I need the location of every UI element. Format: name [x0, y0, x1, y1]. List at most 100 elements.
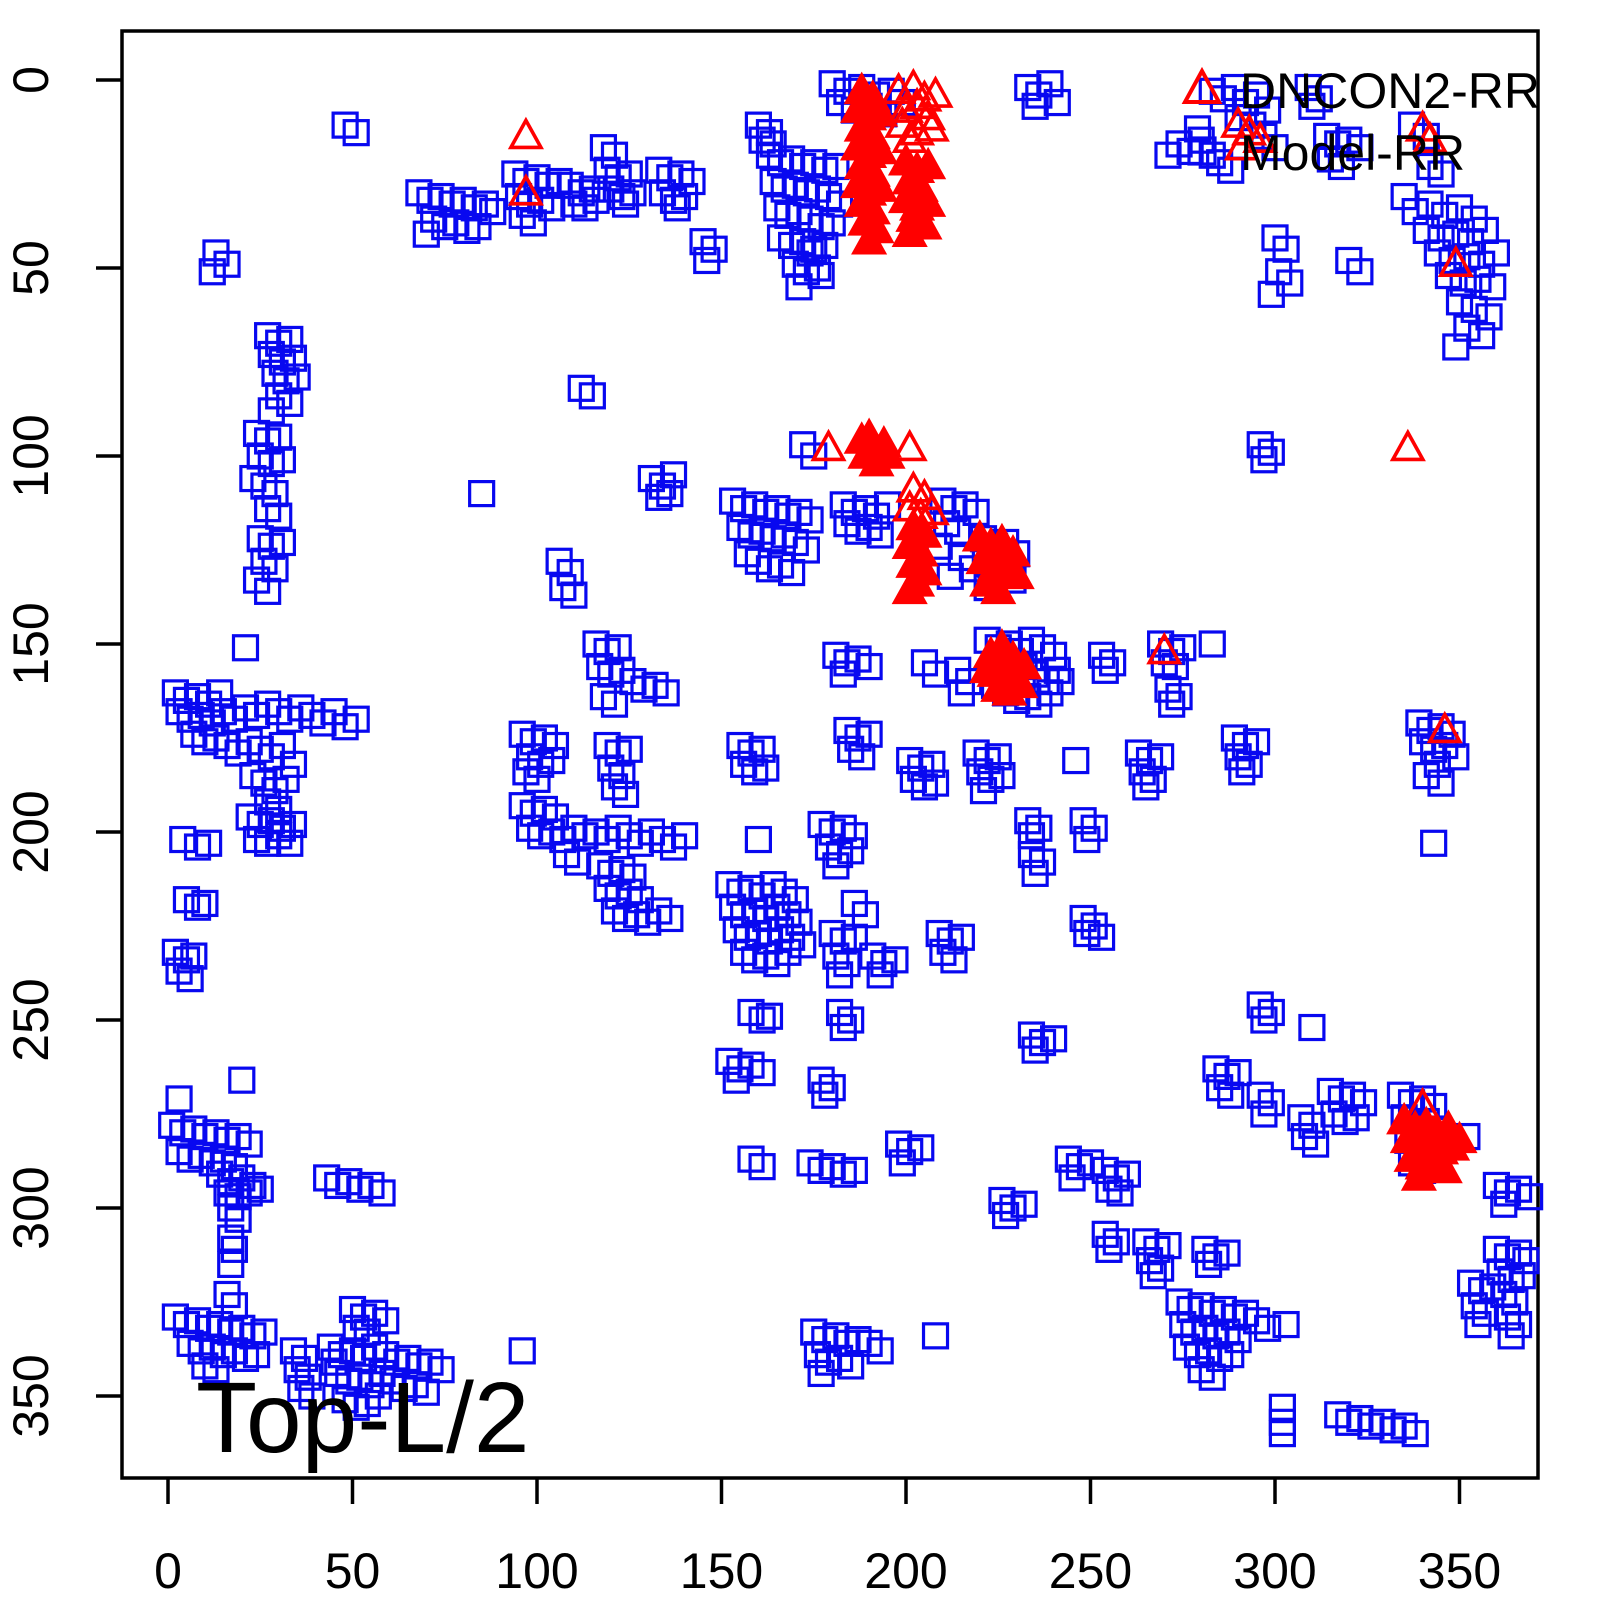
dncon2-rr-triangle-marker: [810, 428, 847, 462]
model-rr-square-marker: [1158, 690, 1186, 718]
model-rr-square-marker: [538, 746, 566, 775]
model-rr-square-marker: [722, 1066, 750, 1094]
model-rr-square-marker: [412, 220, 440, 248]
model-rr-square-marker: [944, 517, 972, 545]
model-rr-square-marker: [1250, 1100, 1278, 1128]
model-rr-square-marker: [1512, 1247, 1540, 1275]
model-rr-square-marker: [837, 1006, 865, 1034]
model-rr-square-marker: [670, 822, 699, 850]
model-rr-square-marker: [368, 1179, 396, 1207]
model-rr-square-marker: [1401, 1419, 1429, 1448]
model-rr-square-marker: [1250, 1006, 1278, 1034]
x-tick-label: 350: [1418, 1543, 1501, 1599]
model-rr-square-marker: [848, 743, 876, 771]
model-rr-points: [158, 70, 1544, 1448]
model-rr-square-marker: [254, 577, 282, 605]
model-rr-square-marker: [1272, 1310, 1300, 1339]
model-rr-square-marker: [866, 961, 894, 989]
model-rr-square-marker: [940, 946, 968, 974]
y-tick-label: 200: [3, 790, 59, 873]
model-rr-square-marker: [659, 461, 688, 489]
model-rr-square-marker: [479, 198, 507, 226]
model-rr-square-marker: [220, 1235, 249, 1263]
model-rr-square-marker: [829, 1013, 857, 1042]
model-rr-square-marker: [1468, 322, 1496, 350]
model-rr-square-marker: [1327, 152, 1356, 181]
model-rr-square-marker: [1449, 269, 1477, 297]
model-rr-square-marker: [353, 1318, 381, 1346]
model-rr-square-marker: [785, 273, 813, 301]
model-rr-square-marker: [1464, 1310, 1492, 1339]
model-rr-square-marker: [611, 780, 640, 809]
plot-box: [120, 29, 1540, 1480]
dncon2-rr-triangle-marker: [969, 650, 1006, 684]
model-rr-square-marker: [242, 1341, 271, 1369]
x-tick-label: 150: [680, 1543, 763, 1599]
dncon2-rr-triangle-marker: [880, 71, 917, 105]
model-rr-square-marker: [778, 558, 806, 587]
model-rr-square-marker: [1346, 134, 1374, 162]
legend-label-model-rr: Model-RR: [1240, 125, 1466, 181]
y-tick-label: 250: [3, 978, 59, 1061]
model-rr-square-marker: [412, 1378, 440, 1406]
model-rr-square-marker: [748, 1059, 776, 1087]
model-rr-square-marker: [342, 119, 370, 147]
model-rr-square-marker: [165, 1085, 193, 1113]
model-rr-square-marker: [1298, 92, 1326, 120]
model-rr-square-marker: [169, 825, 197, 854]
dncon2-rr-triangle-marker: [851, 221, 888, 255]
model-rr-square-marker: [881, 946, 909, 974]
dncon2-rr-triangle-marker: [891, 571, 928, 605]
model-rr-square-marker: [1254, 1314, 1282, 1342]
model-rr-square-marker: [1261, 134, 1289, 162]
model-rr-square-marker: [837, 1352, 865, 1380]
y-tick-label: 350: [3, 1354, 59, 1437]
y-tick-label: 150: [3, 602, 59, 685]
model-rr-square-marker: [873, 491, 902, 519]
model-rr-square-marker: [1427, 769, 1455, 797]
model-rr-square-marker: [1342, 1104, 1370, 1132]
model-rr-square-marker: [1043, 88, 1071, 117]
model-rr-square-marker: [541, 731, 570, 760]
model-rr-square-marker: [1508, 1262, 1536, 1290]
model-rr-square-marker: [468, 480, 496, 508]
legend: [1181, 66, 1223, 166]
model-rr-square-marker: [1198, 141, 1226, 169]
legend-label-dncon2-rr: DNCON2-RR: [1240, 63, 1540, 119]
model-rr-square-marker: [1217, 1081, 1245, 1109]
model-rr-square-marker: [1198, 1363, 1226, 1391]
model-rr-square-marker: [1025, 814, 1053, 842]
annotation-top-l2: Top-L/2: [196, 1362, 530, 1474]
model-rr-square-marker: [988, 761, 1016, 790]
x-tick-label: 50: [325, 1543, 381, 1599]
model-rr-square-marker: [907, 1134, 935, 1162]
model-rr-square-marker: [1021, 92, 1049, 120]
model-rr-square-marker: [1254, 96, 1282, 124]
model-rr-square-marker: [1154, 141, 1182, 169]
dncon2-rr-triangle-marker: [1426, 710, 1463, 744]
model-rr-square-marker: [268, 528, 296, 557]
model-rr-square-marker: [176, 965, 204, 993]
model-rr-square-marker: [936, 562, 964, 590]
model-rr-square-marker: [1420, 829, 1448, 857]
model-rr-square-marker: [1301, 1130, 1330, 1158]
model-rr-square-marker: [1058, 1164, 1086, 1192]
model-rr-square-marker: [811, 1081, 839, 1109]
x-tick-label: 250: [1049, 1543, 1132, 1599]
model-rr-square-marker: [807, 1359, 835, 1388]
model-rr-square-marker: [1235, 750, 1263, 778]
model-rr-square-marker: [519, 209, 547, 237]
model-rr-square-marker: [320, 1348, 348, 1376]
dncon2-rr-triangle-marker: [1146, 631, 1183, 665]
model-rr-square-marker: [921, 769, 950, 797]
dncon2-rr-triangle-marker: [913, 492, 950, 526]
model-rr-square-marker: [1257, 438, 1285, 466]
dncon2-rr-triangle-marker: [917, 75, 954, 108]
model-rr-square-marker: [840, 822, 868, 850]
legend-triangle-icon: [1181, 66, 1223, 104]
legend-square-icon: [1187, 136, 1217, 166]
model-rr-square-marker: [1194, 1250, 1223, 1279]
dncon2-rr-triangle-marker: [862, 432, 899, 466]
model-rr-square-marker: [206, 679, 234, 707]
model-rr-square-marker: [1062, 746, 1090, 775]
